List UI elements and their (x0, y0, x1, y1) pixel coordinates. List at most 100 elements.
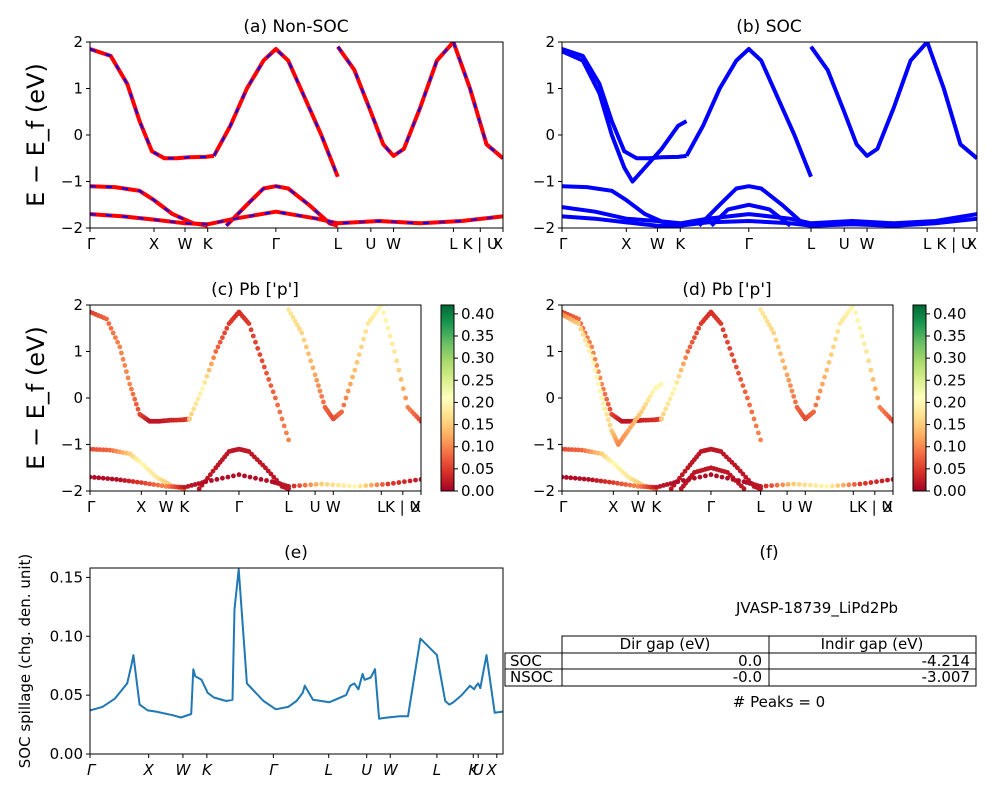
ytick-label: 2 (73, 33, 83, 51)
results-table: Dir gap (eV) Indir gap (eV) SOC 0.0 -4.2… (504, 635, 977, 687)
xtick-label: Γ (745, 235, 754, 253)
projection-point (758, 307, 763, 312)
xtick-label: K | U (857, 498, 892, 516)
projection-point (824, 484, 830, 489)
projection-point (587, 348, 592, 354)
xtick-label: X (149, 235, 159, 253)
projection-point (207, 472, 213, 478)
projection-point (745, 395, 750, 401)
projection-point (591, 360, 596, 366)
projection-point (729, 352, 735, 357)
projection-point (418, 418, 421, 424)
projection-point (870, 377, 876, 382)
projection-point (835, 483, 841, 488)
projection-point (215, 344, 221, 350)
projection-point (341, 483, 347, 488)
band-line (562, 49, 688, 184)
projection-point (120, 356, 126, 362)
projection-point (592, 356, 598, 362)
xtick-label: K | U (385, 498, 420, 516)
projection-point (264, 370, 269, 376)
projection-point (350, 374, 355, 380)
projection-point (356, 352, 362, 357)
projection-point (189, 483, 194, 488)
projection-point (363, 483, 369, 488)
panel-a-marks (90, 42, 503, 228)
projection-point (762, 315, 768, 320)
xtick-label: W (650, 235, 665, 253)
projection-point (402, 479, 407, 485)
projection-point (760, 311, 766, 316)
band-line (709, 202, 792, 228)
panel-c-yticks: 2 1 0 −1 −2 (61, 296, 90, 500)
projection-point (196, 481, 202, 486)
band-line-overlay (225, 185, 339, 227)
xtick-label: L (923, 235, 932, 253)
panel-c-colorbar-gradient (440, 304, 455, 492)
projection-point (857, 325, 863, 331)
projection-point (714, 473, 719, 479)
projection-point (96, 475, 102, 481)
projection-point (108, 325, 114, 331)
projection-point (132, 396, 138, 402)
ytick-label: 0 (545, 389, 555, 407)
projection-point (872, 386, 878, 392)
projection-point (396, 480, 402, 485)
projection-point (100, 475, 106, 481)
projection-point (607, 422, 613, 428)
projection-point (589, 344, 595, 350)
projection-point (277, 409, 283, 415)
projection-point (696, 325, 702, 331)
band-line (90, 47, 215, 161)
table-row-soc-dir: 0.0 (738, 652, 762, 670)
projection-point (339, 409, 344, 415)
xtick-label: K | U (463, 235, 498, 253)
projection-point (740, 471, 746, 477)
projection-point (751, 416, 757, 422)
colorbar-tick-label: 0.30 (461, 349, 494, 367)
colorbar-tick-label: 0.05 (933, 460, 966, 478)
ytick-label: −1 (533, 173, 555, 191)
projection-point (335, 482, 341, 488)
projection-point (343, 395, 349, 401)
table-row-soc-indir: -4.214 (922, 652, 970, 670)
ytick-label: −1 (533, 436, 555, 454)
ytick-label: 0.00 (50, 745, 83, 763)
projection-point (681, 478, 686, 483)
projection-point (791, 394, 797, 399)
projection-point (110, 330, 116, 336)
projection-point (225, 474, 231, 480)
panel-a-ylabel: E − E_f (eV) (22, 63, 50, 207)
xtick-label: K (179, 498, 190, 516)
xtick-label: L (334, 235, 343, 253)
projection-point (631, 483, 637, 489)
projection-point (813, 402, 819, 408)
projection-point (641, 405, 646, 411)
ytick-label: −2 (533, 219, 555, 237)
ytick-label: 0 (73, 126, 83, 144)
projection-point (220, 475, 225, 481)
xtick-label: Γ (87, 498, 96, 516)
ytick-label: 0 (73, 389, 83, 407)
projection-point (578, 326, 584, 332)
table-row-nsoc-label: NSOC (510, 668, 553, 686)
panel-d-colorbar-gradient (912, 304, 927, 492)
projection-point (189, 411, 194, 417)
xtick-label: L (756, 498, 765, 516)
projection-point (317, 388, 323, 394)
projection-point (273, 395, 278, 401)
ytick-label: 1 (545, 80, 555, 98)
projection-point (605, 417, 611, 423)
table-row-nsoc-dir: -0.0 (733, 668, 762, 686)
projection-point (135, 406, 141, 412)
projection-point (306, 351, 311, 357)
projection-point (104, 447, 109, 453)
projection-point (725, 475, 730, 481)
projection-point (820, 381, 825, 387)
projection-point (572, 475, 578, 481)
projection-point (196, 486, 202, 491)
spillage-line (90, 568, 503, 720)
projection-point (758, 437, 763, 443)
band-line (212, 47, 340, 178)
